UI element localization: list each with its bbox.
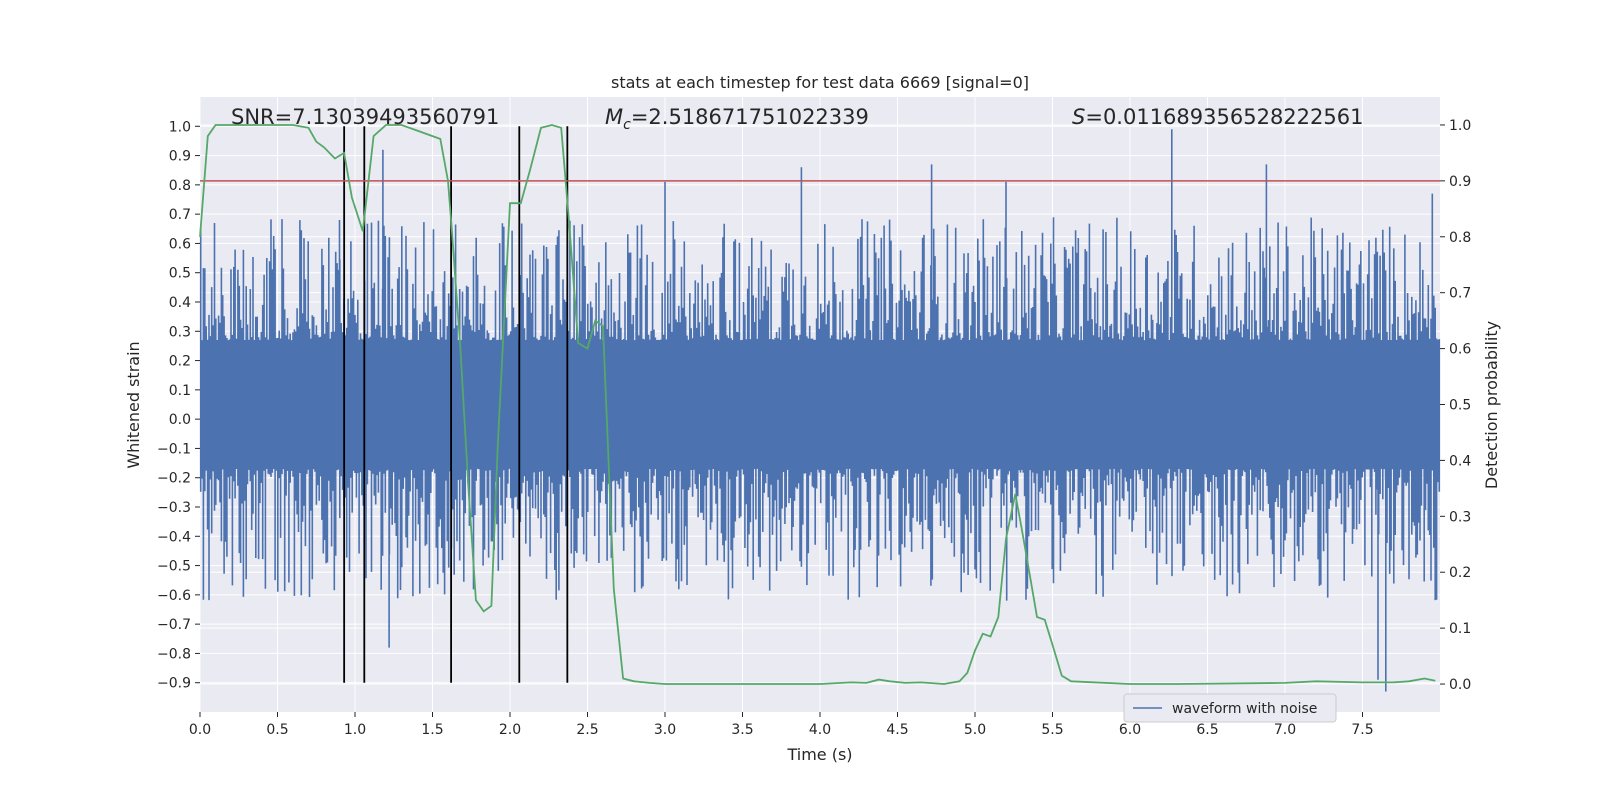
legend: waveform with noise: [1123, 693, 1337, 723]
left-y-axis-label: Whitened strain: [124, 341, 143, 468]
right-y-tick-label: 0.0: [1449, 677, 1471, 693]
x-tick-label: 2.5: [576, 722, 598, 738]
left-y-tick-label: −0.4: [157, 529, 191, 545]
x-axis-label: Time (s): [786, 745, 852, 764]
right-y-tick-label: 0.3: [1449, 509, 1471, 525]
right-y-tick-label: 0.5: [1449, 398, 1471, 414]
left-y-tick-label: −0.8: [157, 646, 191, 662]
left-y-tick-label: −0.2: [157, 471, 191, 487]
left-y-tick-label: 0.6: [169, 236, 191, 252]
x-tick-label: 6.0: [1119, 722, 1141, 738]
s-annotation: S=0.011689356528222561: [1072, 105, 1363, 129]
right-y-tick-label: 1.0: [1449, 118, 1471, 134]
probability-line: [199, 124, 1436, 685]
x-tick-label: 3.5: [731, 722, 753, 738]
x-tick-label: 5.5: [1041, 722, 1063, 738]
right-y-tick-label: 0.4: [1449, 453, 1471, 469]
left-y-tick-label: 0.5: [169, 266, 191, 282]
left-y-tick-label: 0.7: [169, 207, 191, 223]
left-y-tick-label: 0.2: [169, 354, 191, 370]
legend-label-waveform: waveform with noise: [1172, 701, 1317, 717]
x-axis-ticks: 0.0 0.5 1.0 1.5 2.0 2.5 3.0 3.5 4.0 4.5 5.0 5.5 6.0 6…: [189, 712, 1374, 738]
left-y-tick-label: −0.7: [157, 617, 191, 633]
x-tick-label: 1.5: [421, 722, 443, 738]
left-y-tick-label: 0.9: [169, 149, 191, 165]
x-tick-label: 4.5: [886, 722, 908, 738]
x-tick-label: 0.5: [266, 722, 288, 738]
left-y-tick-label: 1.0: [169, 119, 191, 135]
s-value: =0.011689356528222561: [1085, 105, 1363, 129]
left-y-tick-label: 0.0: [169, 412, 191, 428]
x-tick-label: 1.0: [344, 722, 366, 738]
x-tick-label: 7.0: [1274, 722, 1296, 738]
chirp-mass-symbol: M: [605, 105, 623, 129]
left-y-tick-label: 0.8: [169, 178, 191, 194]
x-tick-label: 0.0: [189, 722, 211, 738]
left-y-tick-label: −0.9: [157, 676, 191, 692]
left-y-tick-label: −0.3: [157, 500, 191, 516]
waveform-trace: [199, 129, 1441, 692]
chart-title: stats at each timestep for test data 666…: [611, 73, 1029, 92]
snr-annotation: SNR=7.13039493560791: [231, 105, 499, 129]
chirp-mass-subscript: c: [623, 117, 631, 133]
right-y-axis-label: Detection probability: [1482, 321, 1501, 489]
waveform-series: [199, 129, 1441, 692]
right-y-tick-label: 0.1: [1449, 621, 1471, 637]
left-y-tick-label: −0.6: [157, 588, 191, 604]
chirp-mass-value: =2.518671751022339: [631, 105, 869, 129]
x-tick-label: 6.5: [1196, 722, 1218, 738]
right-y-tick-label: 0.6: [1449, 342, 1471, 358]
x-tick-label: 4.0: [809, 722, 831, 738]
x-tick-label: 2.0: [499, 722, 521, 738]
right-y-axis-ticks: 0.0 0.1 0.2 0.3 0.4 0.5 0.6 0.7 0.8 0.9 1.0: [1440, 118, 1471, 693]
legend-box: [1123, 693, 1337, 723]
x-tick-label: 7.5: [1351, 722, 1373, 738]
right-y-tick-label: 0.8: [1449, 230, 1471, 246]
right-y-tick-label: 0.7: [1449, 286, 1471, 302]
right-y-tick-label: 0.9: [1449, 174, 1471, 190]
chirp-mass-annotation: Mc=2.518671751022339: [605, 105, 869, 133]
left-y-tick-label: 0.4: [169, 295, 191, 311]
right-y-tick-label: 0.2: [1449, 565, 1471, 581]
x-tick-label: 3.0: [654, 722, 676, 738]
left-y-tick-label: 0.1: [169, 383, 191, 399]
x-tick-label: 5.0: [964, 722, 986, 738]
left-y-axis-ticks: 1.0 0.9 0.8 0.7 0.6 0.5 0.4 0.3 0.2 0.1 0.0 −0.1 −0.…: [157, 119, 200, 692]
left-y-tick-label: −0.5: [157, 559, 191, 575]
s-symbol: S: [1072, 105, 1085, 129]
left-y-tick-label: −0.1: [157, 441, 191, 457]
left-y-tick-label: 0.3: [169, 324, 191, 340]
